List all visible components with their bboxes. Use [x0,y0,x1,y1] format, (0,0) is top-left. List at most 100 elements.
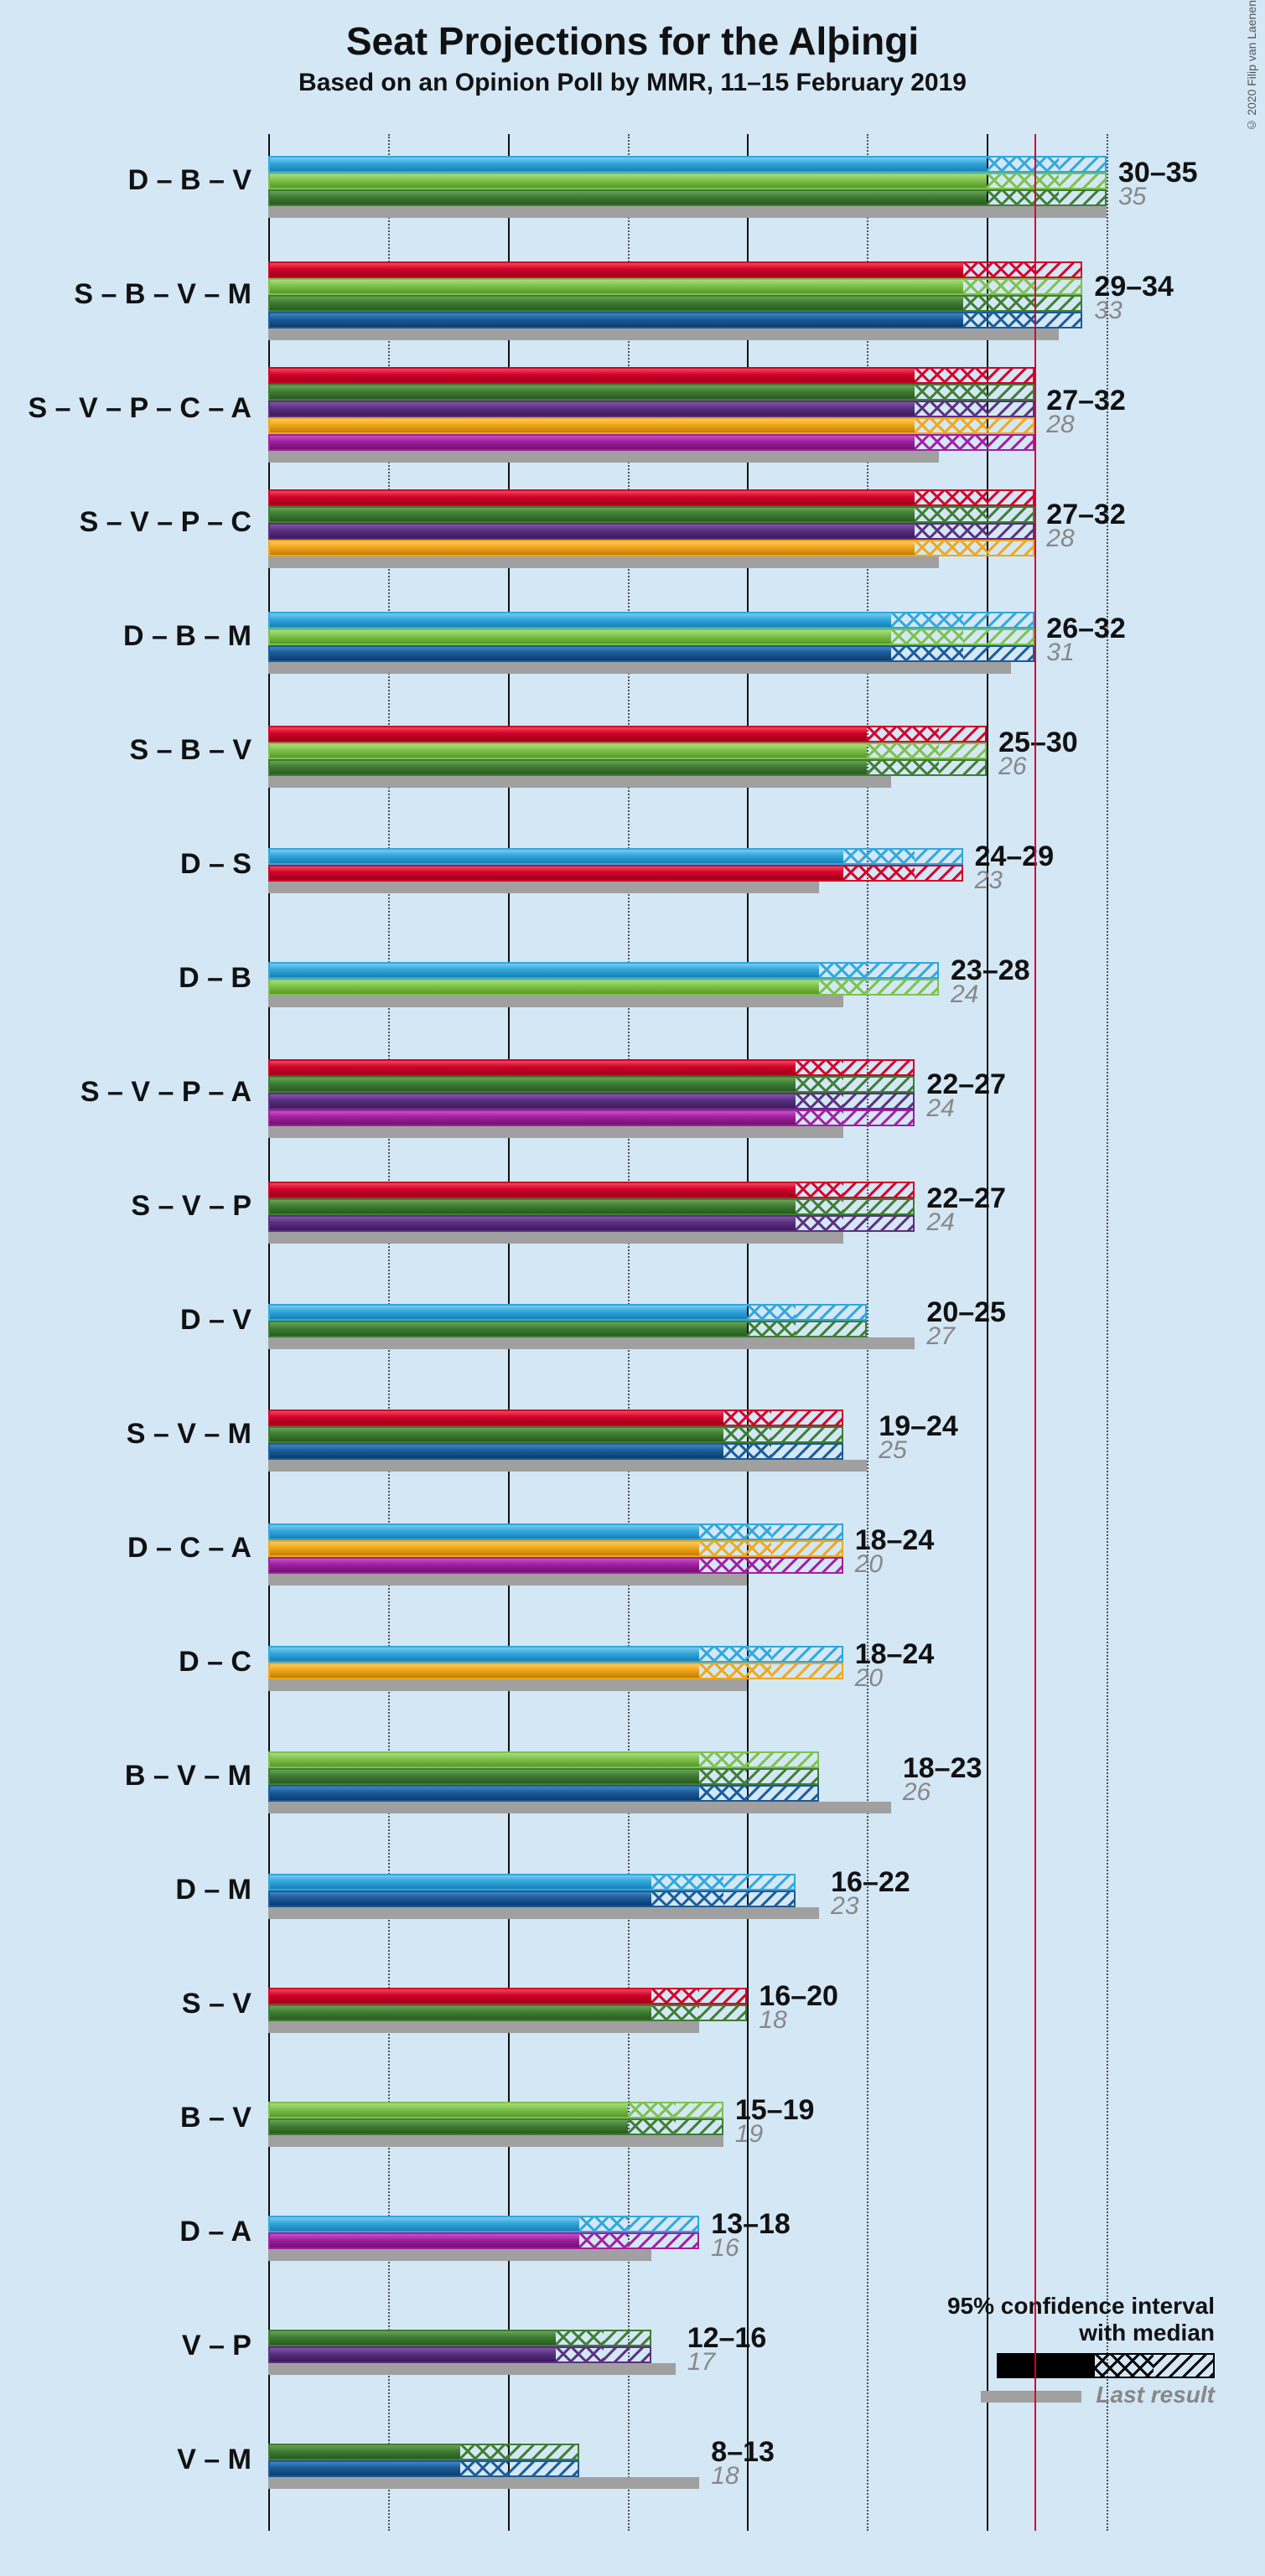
party-bar-outline [268,2118,723,2135]
party-bar [268,962,939,979]
last-result-bar [268,2135,723,2147]
last-result-bar [268,996,843,1007]
party-bar [268,2346,651,2363]
party-bar [268,417,1034,434]
last-result-bar [268,1679,747,1691]
party-bar [268,1198,915,1215]
party-bar-outline [268,1110,915,1126]
last-value: 24 [926,1208,954,1237]
party-bar-outline [268,417,1034,434]
party-bar [268,628,1034,645]
party-bar-outline [268,523,1034,540]
majority-line [1034,134,1036,2531]
coalition-label: D – A [0,2216,251,2248]
party-bar [268,2330,651,2346]
party-bar [268,1093,915,1110]
party-bar [268,1540,843,1557]
coalition-row: D – S24–2923 [268,823,1107,873]
last-value: 28 [1046,411,1074,439]
party-bar-outline [268,2232,699,2249]
party-bar-outline [268,848,963,865]
party-bar [268,742,987,759]
legend-ci-label: 95% confidence interval [863,2293,1215,2320]
party-bar [268,1768,819,1785]
coalition-label: D – B – M [0,620,251,653]
party-bar-outline [268,1751,819,1768]
legend: 95% confidence interval with median Last… [863,2293,1215,2408]
plot-area: D – B – V30–3535S – B – V – M29–3433S – … [268,134,1107,2531]
coalition-label: S – V – M [0,1418,251,1451]
party-bar-outline [268,401,1034,417]
party-bar-outline [268,628,1034,645]
coalition-label: D – S [0,848,251,881]
party-bar-outline [268,1874,796,1891]
party-bar-outline [268,1557,843,1574]
party-bar-outline [268,261,1082,278]
party-bar [268,2004,747,2021]
party-bar [268,367,1034,384]
party-bar [268,2118,723,2135]
party-bar [268,1874,796,1891]
chart-subtitle: Based on an Opinion Poll by MMR, 11–15 F… [0,69,1265,97]
coalition-row: S – V – M19–2425 [268,1393,1107,1460]
last-result-bar [268,662,1011,674]
party-bar [268,1110,915,1126]
chart-container: © 2020 Filip van Laenen Seat Projections… [0,0,1265,2576]
coalition-row: D – B23–2824 [268,937,1107,987]
chart-title: Seat Projections for the Alþingi [0,18,1265,64]
last-value: 26 [998,753,1026,781]
coalition-row: D – V20–2527 [268,1279,1107,1329]
party-bar [268,1646,843,1663]
party-bar-outline [268,540,1034,556]
party-bar [268,1410,843,1426]
party-bar [268,1663,843,1679]
party-bar-outline [268,2460,579,2477]
party-bar-outline [268,962,939,979]
gridline-minor [1107,134,1108,2531]
party-bar-outline [268,173,1107,189]
party-bar-outline [268,278,1082,295]
coalition-label: S – V – P [0,1190,251,1223]
party-bar [268,1751,819,1768]
party-bar-outline [268,865,963,882]
party-bar [268,612,1034,628]
party-bar [268,848,963,865]
party-bar [268,1215,915,1232]
party-bar [268,189,1107,206]
party-bar [268,1182,915,1198]
party-bar-outline [268,434,1034,451]
party-bar-outline [268,506,1034,523]
party-bar-outline [268,2444,579,2460]
party-bar-outline [268,1768,819,1785]
last-value: 25 [879,1436,906,1465]
last-result-bar [268,1232,843,1244]
legend-median-label: with median [863,2320,1215,2346]
coalition-row: S – V – P – A22–2724 [268,1051,1107,1135]
party-bar-outline [268,612,1034,628]
coalition-row: D – A13–1816 [268,2191,1107,2241]
party-bar-outline [268,2216,699,2232]
last-result-bar [268,451,939,463]
coalition-label: D – C – A [0,1532,251,1565]
last-result-bar [268,1460,867,1472]
coalition-label: D – B – V [0,164,251,197]
party-bar [268,1304,867,1321]
legend-swatch [997,2353,1215,2378]
coalition-label: D – V [0,1304,251,1337]
party-bar [268,1988,747,2004]
party-bar-outline [268,2330,651,2346]
party-bar-outline [268,384,1034,401]
party-bar [268,979,939,996]
party-bar-outline [268,2346,651,2363]
party-bar [268,156,1107,173]
coalition-label: D – B [0,962,251,995]
party-bar [268,726,987,742]
party-bar [268,540,1034,556]
coalition-label: S – B – V [0,734,251,767]
last-value: 20 [855,1550,883,1579]
party-bar-outline [268,1646,843,1663]
coalition-row: S – B – V25–3026 [268,709,1107,776]
last-result-bar [268,2363,676,2375]
coalition-row: D – B – V30–3535 [268,139,1107,206]
party-bar-outline [268,1523,843,1540]
